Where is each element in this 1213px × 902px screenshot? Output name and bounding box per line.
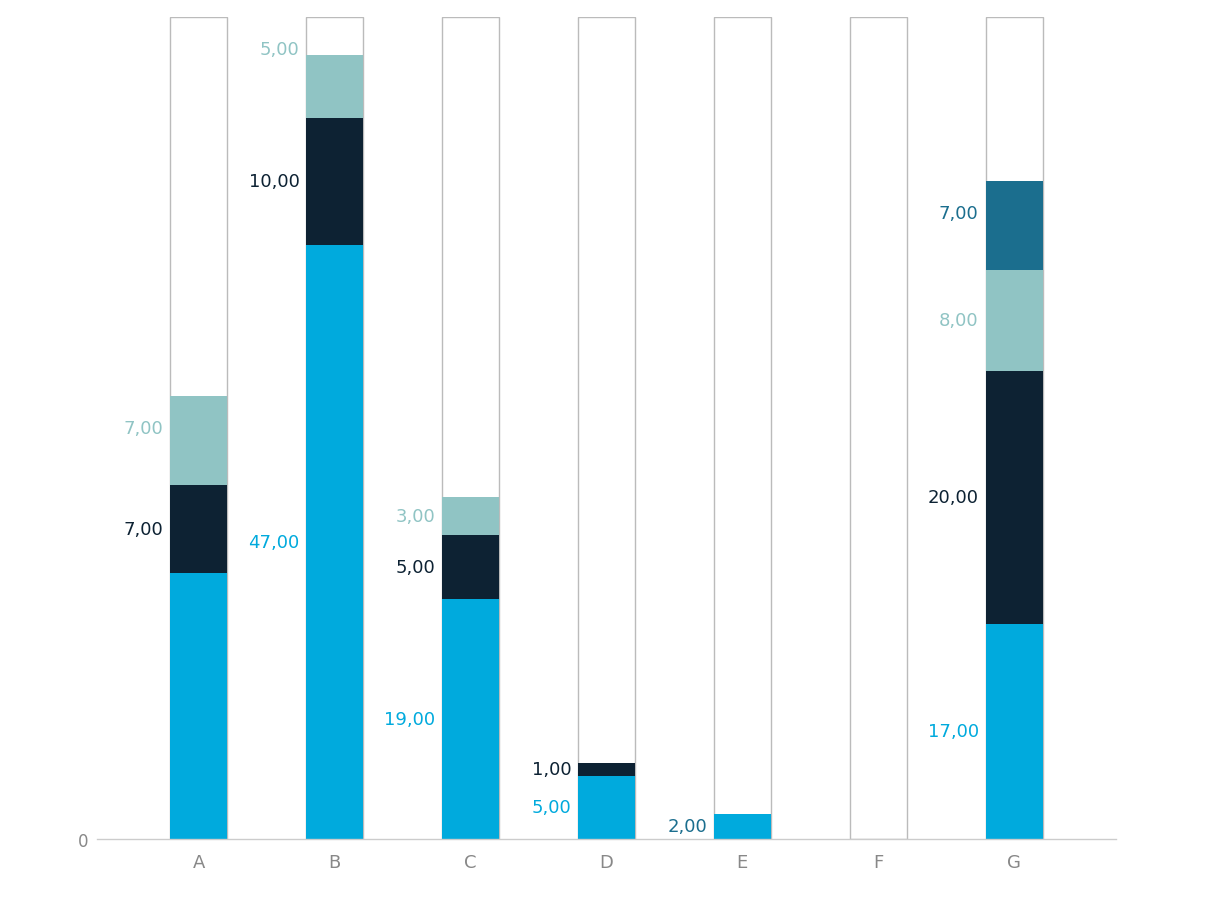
Bar [985, 372, 1043, 624]
Bar [170, 18, 228, 839]
Text: 7,00: 7,00 [939, 205, 979, 223]
Bar [713, 814, 771, 839]
Text: 17,00: 17,00 [928, 723, 979, 741]
Bar [577, 763, 636, 776]
Text: 7,00: 7,00 [124, 419, 164, 437]
Text: 3,00: 3,00 [395, 508, 435, 526]
Text: 7,00: 7,00 [124, 520, 164, 538]
Bar [306, 18, 364, 839]
Bar [442, 536, 500, 599]
Text: 5,00: 5,00 [395, 558, 435, 576]
Bar [442, 18, 500, 839]
Bar [713, 18, 771, 839]
Bar [306, 245, 364, 839]
Text: 8,00: 8,00 [939, 312, 979, 330]
Bar [170, 397, 228, 485]
Bar [577, 18, 636, 839]
Bar [849, 18, 907, 839]
Bar [577, 776, 636, 839]
Bar [442, 498, 500, 536]
Text: 1,00: 1,00 [531, 760, 571, 778]
Bar [306, 56, 364, 119]
Text: 20,00: 20,00 [928, 489, 979, 507]
Bar [985, 271, 1043, 372]
Text: 47,00: 47,00 [249, 533, 300, 551]
Bar [306, 119, 364, 245]
Text: 2,00: 2,00 [667, 817, 707, 835]
Bar [985, 624, 1043, 839]
Text: 5,00: 5,00 [531, 798, 571, 816]
Bar [985, 182, 1043, 271]
Bar [170, 485, 228, 574]
Text: 10,00: 10,00 [249, 173, 300, 191]
Text: 5,00: 5,00 [260, 41, 300, 59]
Text: 19,00: 19,00 [385, 710, 435, 728]
Bar [985, 18, 1043, 839]
Bar [442, 599, 500, 839]
Bar [170, 574, 228, 839]
